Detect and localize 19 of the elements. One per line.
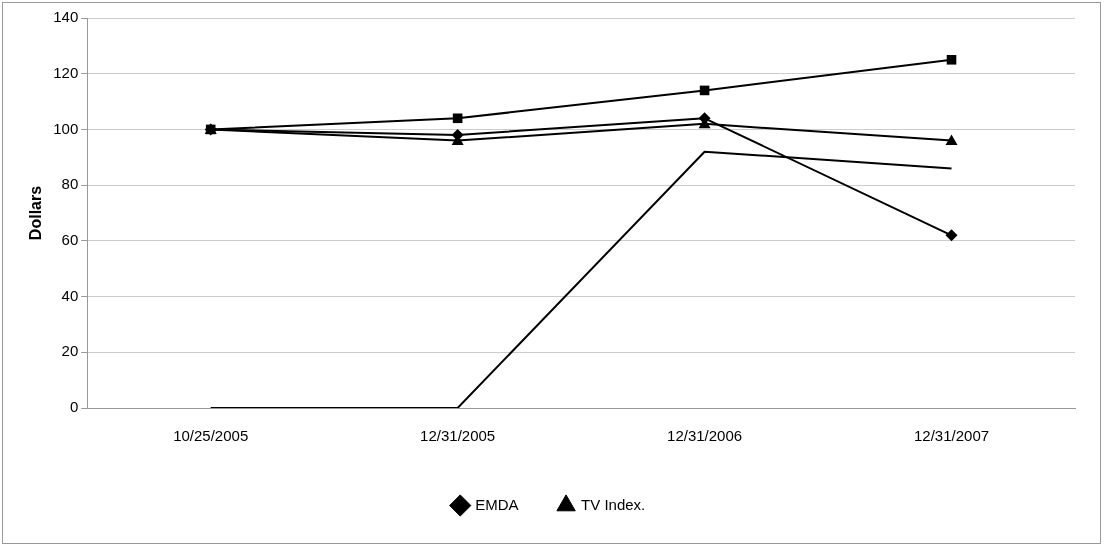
y-tick-label: 40 [61,286,79,304]
y-tick-label: 20 [61,342,79,360]
y-tick-label: 60 [61,231,79,248]
x-tick-label: 10/25/2005 [173,427,249,445]
point [946,54,957,65]
point [945,134,958,146]
x-tick-label: 12/31/2007 [913,427,990,445]
y-tick-label: 140 [53,8,79,26]
y-tick-label: 0 [69,398,79,416]
y-tick-label: 120 [53,63,79,81]
point [452,113,463,124]
legend-label: EMDA [475,495,519,513]
x-tick-label: 12/31/2006 [667,427,743,445]
y-tick-label: 100 [53,119,79,137]
y-axis-title: Dollars [27,185,45,241]
point [945,229,958,242]
x-tick-label: 12/31/2005 [420,427,496,445]
legend-label: TV Index. [581,495,646,513]
y-tick-label: 80 [61,175,79,193]
